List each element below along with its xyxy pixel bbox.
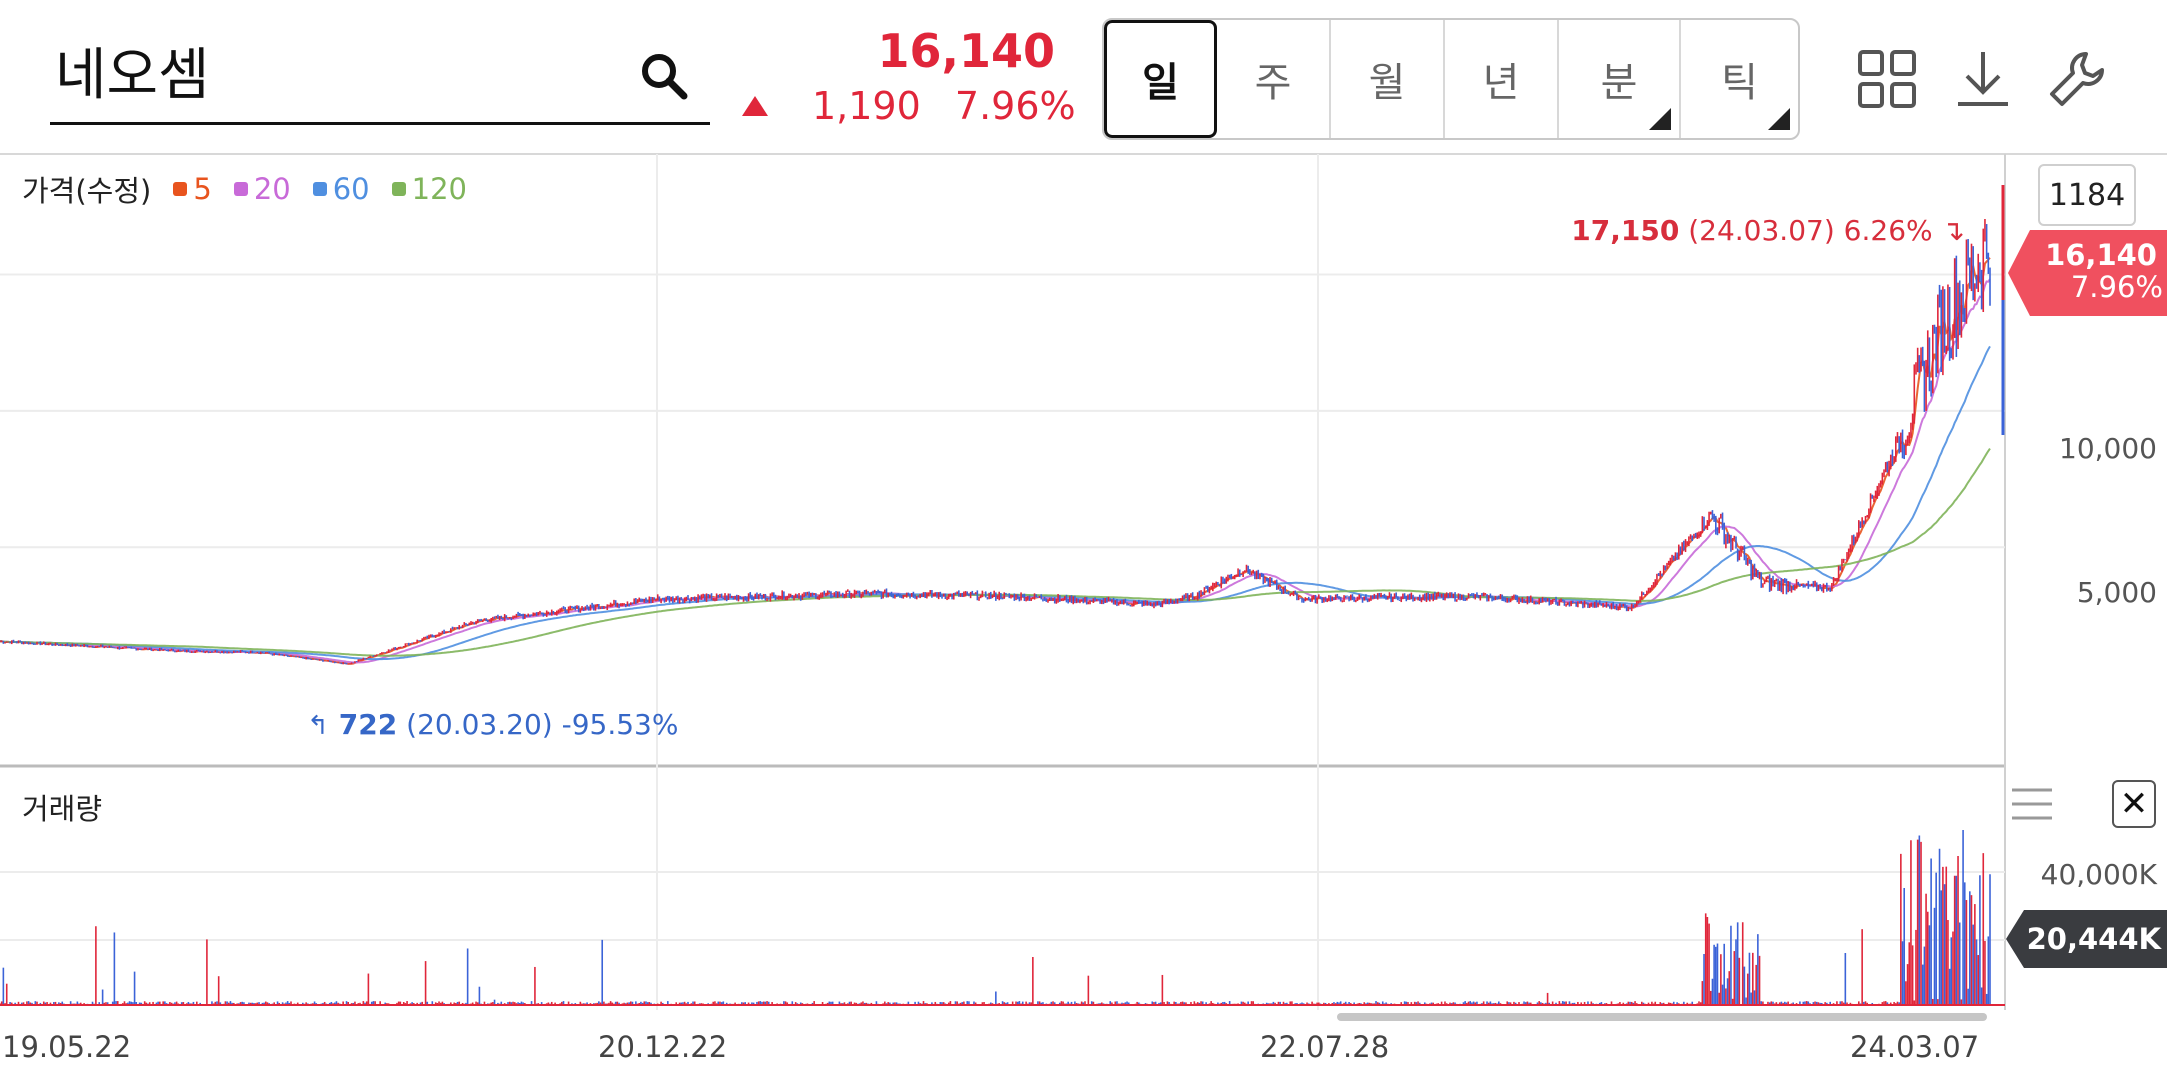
legend-ma60[interactable]: 60 [312, 172, 370, 206]
current-price-flag [2008, 230, 2167, 316]
high-price: 17,150 [1571, 214, 1680, 247]
low-price: 722 [338, 708, 398, 741]
moving-average-lines [0, 257, 1991, 665]
change-percent: 7.96% [954, 84, 1076, 128]
download-icon[interactable] [1952, 48, 2014, 110]
ma-120-line [0, 448, 1991, 657]
volume-panel-title: 거래량 [22, 792, 103, 826]
grid-lines [0, 154, 2005, 1010]
price-change: 1,190 7.96% [812, 84, 1076, 128]
tab-minute[interactable]: 분 [1559, 20, 1681, 138]
high-price-annotation: 17,150 (24.03.07) 6.26% ↴ [1571, 214, 1965, 247]
y-tick-5000: 5,000 [2076, 576, 2157, 609]
price-candles [0, 218, 1991, 665]
tab-year-label: 년 [1482, 60, 1520, 106]
tab-week[interactable]: 주 [1217, 20, 1331, 138]
vol-y-tick-40000k: 40,000K [2040, 858, 2157, 891]
price-legend: 가격(수정) 5 20 60 120 [22, 168, 467, 210]
flag-price: 16,140 [2045, 238, 2157, 272]
legend-swatch [312, 182, 327, 196]
current-volume-flag [2006, 910, 2167, 968]
price-panel-title: 가격(수정) [22, 174, 152, 208]
ma-20-line [0, 278, 1991, 664]
legend-swatch [233, 182, 248, 196]
legend-swatch [391, 182, 406, 196]
x-tick-1: 19.05.22 [2, 1030, 132, 1064]
legend-swatch [173, 182, 188, 196]
change-amount: 1,190 [812, 84, 921, 128]
ma-5-line [0, 257, 1991, 665]
grid-icon[interactable] [1856, 48, 1918, 110]
tab-year[interactable]: 년 [1445, 20, 1559, 138]
legend-ma20[interactable]: 20 [233, 172, 291, 206]
wrench-icon[interactable] [2046, 48, 2108, 110]
volume-bars [0, 830, 2005, 1006]
candle-count-badge[interactable]: 1184 [2038, 164, 2136, 226]
current-price: 16,140 [877, 24, 1055, 78]
legend-label: 20 [253, 172, 291, 206]
legend-ma120[interactable]: 120 [391, 172, 467, 206]
dropdown-corner-icon [1768, 108, 1790, 130]
tab-day[interactable]: 일 [1104, 20, 1217, 138]
tab-tick[interactable]: 틱 [1681, 20, 1798, 138]
x-tick-3: 22.07.28 [1260, 1030, 1390, 1064]
tab-day-label: 일 [1142, 60, 1179, 106]
search-bar[interactable] [50, 30, 710, 125]
up-arrow-icon [742, 96, 768, 116]
tab-tick-label: 틱 [1721, 60, 1758, 106]
menu-icon[interactable] [2010, 786, 2054, 822]
tab-minute-label: 분 [1600, 60, 1638, 106]
tab-month-label: 월 [1368, 60, 1406, 106]
tab-week-label: 주 [1254, 60, 1292, 106]
stock-name[interactable]: 네오셈 [55, 43, 210, 108]
x-tick-2: 20.12.22 [598, 1030, 728, 1064]
high-date: (24.03.07) [1688, 214, 1835, 247]
period-tabs: 일 주 월 년 분 틱 [1102, 18, 1800, 140]
x-tick-4: 24.03.07 [1850, 1030, 1980, 1064]
dropdown-corner-icon [1649, 108, 1671, 130]
legend-label: 120 [411, 172, 467, 206]
flag-volume: 20,444K [2026, 922, 2161, 956]
tab-month[interactable]: 월 [1331, 20, 1445, 138]
low-date: (20.03.20) [406, 708, 553, 741]
legend-label: 5 [193, 172, 212, 206]
flag-pct: 7.96% [2070, 270, 2163, 304]
high-pct: 6.26% [1843, 214, 1933, 247]
legend-ma5[interactable]: 5 [173, 172, 212, 206]
search-icon[interactable] [638, 50, 690, 102]
legend-label: 60 [332, 172, 370, 206]
ma-60-line [0, 345, 1991, 661]
horizontal-scrollbar[interactable] [1337, 1013, 1987, 1021]
y-tick-10000: 10,000 [2059, 432, 2157, 465]
close-volume-button[interactable]: ✕ [2112, 780, 2156, 828]
low-price-annotation: ↰ 722 (20.03.20) -95.53% [307, 708, 679, 741]
close-icon: ✕ [2119, 784, 2149, 824]
low-pct: -95.53% [561, 708, 679, 741]
